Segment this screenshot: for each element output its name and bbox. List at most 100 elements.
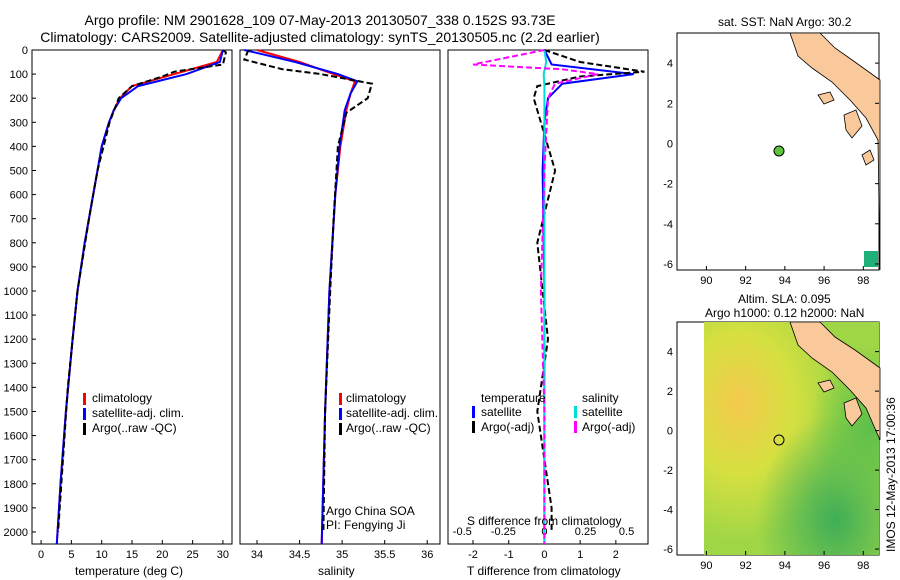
map-x-tick-label: 94: [779, 275, 791, 287]
sal-legend: [339, 393, 342, 435]
x-tick-label: 2: [613, 549, 619, 561]
depth-tick-label: 1100: [4, 310, 28, 322]
sal-axes: 34 34.5 35 35.5 36: [251, 540, 433, 561]
diff-s-xlabel: S difference from climatology: [467, 514, 622, 528]
x-tick-label: -2: [468, 549, 478, 561]
series-line-temperature-satellite: [541, 49, 634, 544]
sal-note-line1: Argo China SOA: [326, 504, 415, 518]
x-tick-label: 25: [186, 549, 198, 561]
depth-tick-label: 1900: [4, 503, 28, 515]
map2-land-sumatra: [789, 321, 881, 441]
map-y-tick-label: -6: [663, 259, 673, 271]
map2-float-marker: [773, 434, 785, 446]
temp-axes: 0100200300400500600700800900100011001200…: [4, 45, 230, 561]
x-tick-label: 0: [541, 549, 547, 561]
series-line-temperature-argo-adj-: [532, 49, 645, 532]
diff-legend-argo2: Argo(-adj): [582, 420, 636, 434]
depth-tick-label: 900: [10, 262, 28, 274]
x-tick-label: 35.5: [374, 549, 395, 561]
map2-ticks: 90 92 94 96 98 4 2 0 -2 -4 -6: [663, 347, 879, 572]
s-tick-label: -0.25: [491, 526, 516, 538]
temp-legend-sat: satellite-adj. clim.: [92, 406, 185, 420]
diff-panel-frame: [447, 49, 649, 545]
depth-tick-label: 800: [10, 238, 28, 250]
map-x-tick-label: 92: [740, 275, 752, 287]
diff-axes: -2 -1 0 1 2-0.5 -0.25 0 0.25 0.5: [453, 526, 634, 561]
x-tick-label: 34: [251, 549, 263, 561]
depth-tick-label: 1200: [4, 334, 28, 346]
map-x-tick-label: 96: [818, 560, 830, 572]
sal-legend-clim: climatology: [346, 391, 407, 405]
diff-legend-argo: Argo(-adj): [481, 420, 535, 434]
temp-legend: [83, 393, 86, 435]
map-y-tick-label: -4: [663, 219, 673, 231]
x-tick-label: 15: [126, 549, 138, 561]
depth-tick-label: 1700: [4, 455, 28, 467]
series-line-satellite-adj-clim-: [244, 49, 359, 545]
temp-legend-argo: Argo(..raw -QC): [92, 421, 177, 435]
map-x-tick-label: 92: [740, 560, 752, 572]
imos-timestamp: IMOS 12-May-2013 17:00:36: [884, 397, 898, 552]
map-y-tick-label: -2: [663, 465, 673, 477]
map1: 90 92 94 96 98 4 2 0 -2 -4 -6: [663, 32, 881, 287]
map1-island2: [843, 109, 863, 139]
sal-panel-frame: [239, 49, 441, 545]
map1-float-marker: [773, 145, 785, 157]
diff-legend-salinity: salinity: [582, 391, 619, 405]
depth-tick-label: 700: [10, 214, 28, 226]
s-tick-label: 0.25: [575, 526, 596, 538]
depth-tick-label: 2000: [4, 527, 28, 539]
x-tick-label: 10: [96, 549, 108, 561]
x-tick-label: 36: [421, 549, 433, 561]
map-y-tick-label: -2: [663, 179, 673, 191]
depth-tick-label: 1000: [4, 286, 28, 298]
diff-legend-satellite: satellite: [481, 405, 522, 419]
map2-island1: [817, 379, 835, 393]
sal-legend-argo: Argo(..raw -QC): [346, 421, 431, 435]
depth-tick-label: 1300: [4, 358, 28, 370]
depth-tick-label: 0: [22, 45, 28, 57]
map-y-tick-label: 2: [667, 98, 673, 110]
depth-tick-label: 1600: [4, 431, 28, 443]
series-line-climatology: [55, 49, 224, 545]
map-y-tick-label: 4: [667, 347, 673, 359]
map2-title1: Altim. SLA: 0.095: [738, 292, 831, 306]
series-line-argo-raw-qc-: [242, 49, 374, 533]
temp-legend-clim: climatology: [92, 391, 153, 405]
map-x-tick-label: 90: [700, 560, 712, 572]
map2-island2: [843, 397, 863, 427]
map-x-tick-label: 96: [818, 275, 830, 287]
x-tick-label: 0: [38, 549, 44, 561]
temp-xlabel: temperature (deg C): [75, 564, 184, 578]
depth-tick-label: 300: [10, 117, 28, 129]
curves: [55, 49, 645, 545]
x-tick-label: 35: [336, 549, 348, 561]
sal-xlabel: salinity: [318, 564, 355, 578]
series-line-satellite-adj-clim-: [55, 49, 224, 545]
map-x-tick-label: 94: [779, 560, 791, 572]
depth-tick-label: 100: [10, 69, 28, 81]
x-tick-label: 1: [577, 549, 583, 561]
s-tick-label: 0.5: [619, 526, 634, 538]
depth-tick-label: 1500: [4, 406, 28, 418]
map1-title: sat. SST: NaN Argo: 30.2: [718, 15, 852, 29]
diff-legend-temperature: temperature: [481, 391, 546, 405]
map-x-tick-label: 98: [857, 275, 869, 287]
map1-land-sumatra: [789, 32, 881, 271]
depth-tick-label: 200: [10, 93, 28, 105]
map-y-tick-label: -4: [663, 505, 673, 517]
map2-title2: Argo h1000: 0.12 h2000: NaN: [705, 306, 865, 320]
x-tick-label: 5: [68, 549, 74, 561]
x-tick-label: -1: [504, 549, 514, 561]
map1-island3: [861, 149, 875, 166]
depth-tick-label: 500: [10, 165, 28, 177]
map-y-tick-label: 4: [667, 58, 673, 70]
x-tick-label: 30: [217, 549, 229, 561]
figure-title-line2: Climatology: CARS2009. Satellite-adjuste…: [40, 29, 600, 45]
depth-tick-label: 1400: [4, 382, 28, 394]
depth-tick-label: 400: [10, 141, 28, 153]
diff-legend: [472, 406, 577, 433]
sal-legend-sat: satellite-adj. clim.: [346, 406, 439, 420]
figure-title-line1: Argo profile: NM 2901628_109 07-May-2013…: [84, 12, 556, 28]
